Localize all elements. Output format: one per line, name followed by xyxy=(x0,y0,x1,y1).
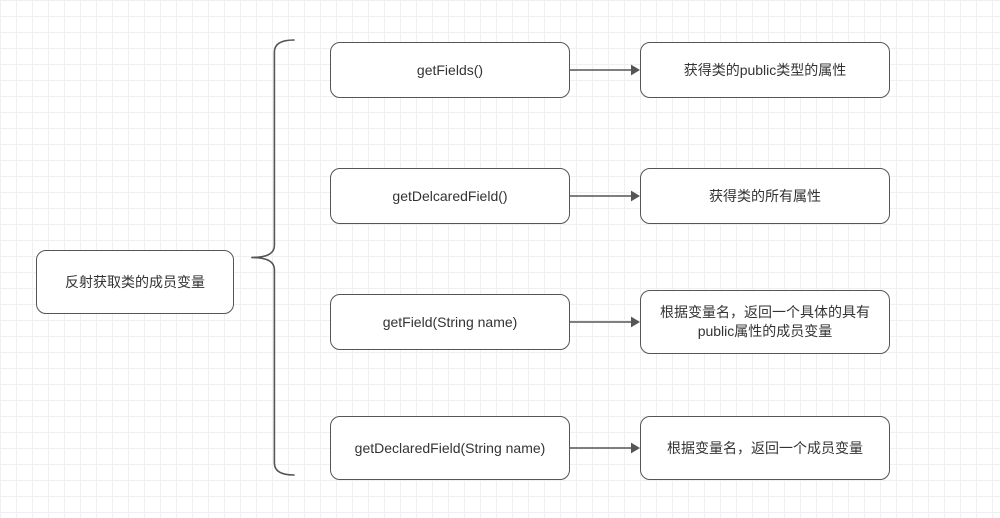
arrow xyxy=(570,439,640,457)
method-label: getDelcaredField() xyxy=(392,187,507,206)
desc-node: 获得类的所有属性 xyxy=(640,168,890,224)
desc-node: 根据变量名，返回一个具体的具有public属性的成员变量 xyxy=(640,290,890,354)
root-node: 反射获取类的成员变量 xyxy=(36,250,234,314)
method-node: getField(String name) xyxy=(330,294,570,350)
method-label: getField(String name) xyxy=(383,313,518,332)
method-node: getDelcaredField() xyxy=(330,168,570,224)
arrow xyxy=(570,313,640,331)
desc-label: 获得类的所有属性 xyxy=(709,187,821,206)
root-label: 反射获取类的成员变量 xyxy=(65,273,205,292)
desc-label: 根据变量名，返回一个具体的具有public属性的成员变量 xyxy=(651,303,879,341)
method-node: getDeclaredField(String name) xyxy=(330,416,570,480)
method-label: getDeclaredField(String name) xyxy=(355,439,546,458)
brace xyxy=(248,40,296,475)
method-label: getFields() xyxy=(417,61,483,80)
arrow xyxy=(570,61,640,79)
desc-node: 获得类的public类型的属性 xyxy=(640,42,890,98)
arrow xyxy=(570,187,640,205)
method-node: getFields() xyxy=(330,42,570,98)
desc-label: 获得类的public类型的属性 xyxy=(684,61,847,80)
desc-node: 根据变量名，返回一个成员变量 xyxy=(640,416,890,480)
desc-label: 根据变量名，返回一个成员变量 xyxy=(667,439,863,458)
